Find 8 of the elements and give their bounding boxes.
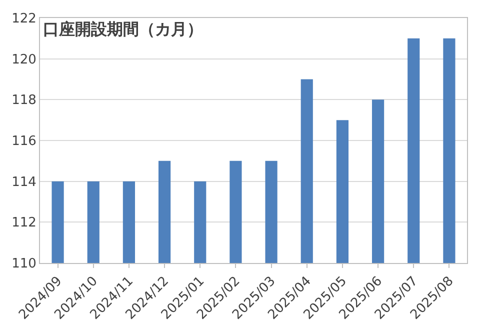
y-tick-label: 114 — [12, 174, 36, 190]
y-tick-label: 120 — [12, 52, 36, 68]
y-tick-label: 118 — [12, 93, 36, 108]
y-tick-label: 122 — [12, 12, 36, 27]
y-tick-label: 116 — [12, 134, 36, 150]
chart-title: 口座開設期間（カ月） — [43, 20, 204, 39]
y-tick-label: 110 — [12, 256, 36, 272]
y-tick-label: 112 — [12, 216, 36, 231]
